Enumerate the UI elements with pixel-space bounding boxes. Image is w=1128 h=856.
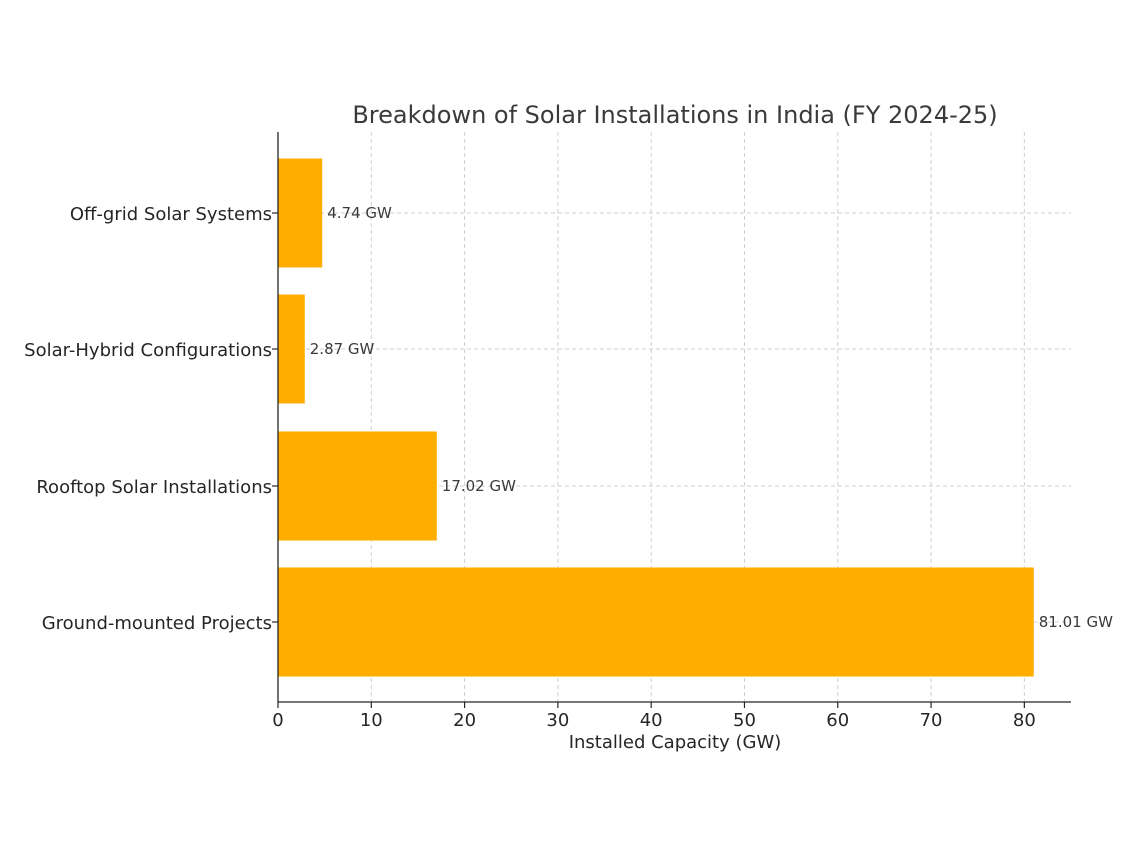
x-tick-label: 10 [360,710,383,731]
data-label: 4.74 GW [327,204,392,222]
category-label: Off-grid Solar Systems [70,204,272,225]
data-label: 17.02 GW [442,477,516,495]
x-tick-label: 60 [826,710,849,731]
axes [272,132,1071,708]
chart-title: Breakdown of Solar Installations in Indi… [352,101,997,129]
bars [278,158,1034,677]
x-tick-label: 70 [920,710,943,731]
x-tick-label: 20 [453,710,476,731]
x-tick-label: 0 [272,710,283,731]
category-label: Rooftop Solar Installations [36,477,272,498]
bar [278,431,437,541]
bar [278,158,323,268]
category-label: Ground-mounted Projects [42,613,272,634]
bar [278,567,1034,677]
x-tick-label: 40 [640,710,663,731]
x-tick-label: 50 [733,710,756,731]
labels: 0 10 20 30 40 50 60 70 80 Off-grid Solar Systems S… [24,204,1113,731]
x-tick-label: 30 [546,710,569,731]
x-tick-label: 80 [1013,710,1036,731]
data-label: 2.87 GW [310,340,375,358]
bar [278,294,305,404]
data-label: 81.01 GW [1039,613,1113,631]
x-axis-title: Installed Capacity (GW) [569,732,782,753]
category-label: Solar-Hybrid Configurations [24,340,272,361]
